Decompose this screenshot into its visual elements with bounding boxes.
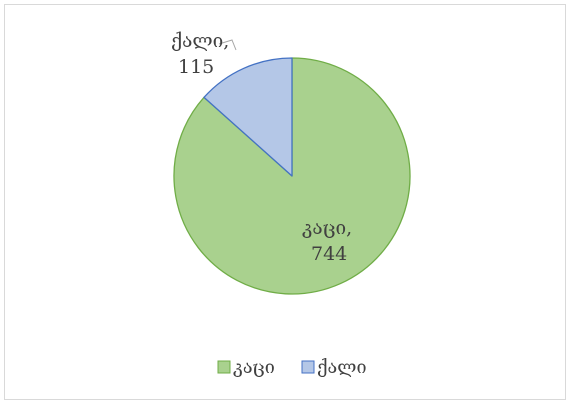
pie-slices [173, 57, 411, 295]
data-label-name-1: ქალი, [171, 30, 229, 52]
legend-label-1: ქალი [317, 357, 367, 378]
data-label-value-0: 744 [311, 243, 347, 265]
legend-label-0: კაცი [233, 357, 275, 378]
legend-swatch-0 [217, 360, 231, 374]
data-label-name-0: კაცი, [302, 217, 352, 239]
legend-swatch-1 [301, 360, 315, 374]
pie-slice-1 [203, 57, 293, 177]
data-label-value-1: 115 [178, 56, 214, 78]
legend: კაცი ქალი [217, 357, 367, 378]
leader-line [218, 39, 237, 51]
